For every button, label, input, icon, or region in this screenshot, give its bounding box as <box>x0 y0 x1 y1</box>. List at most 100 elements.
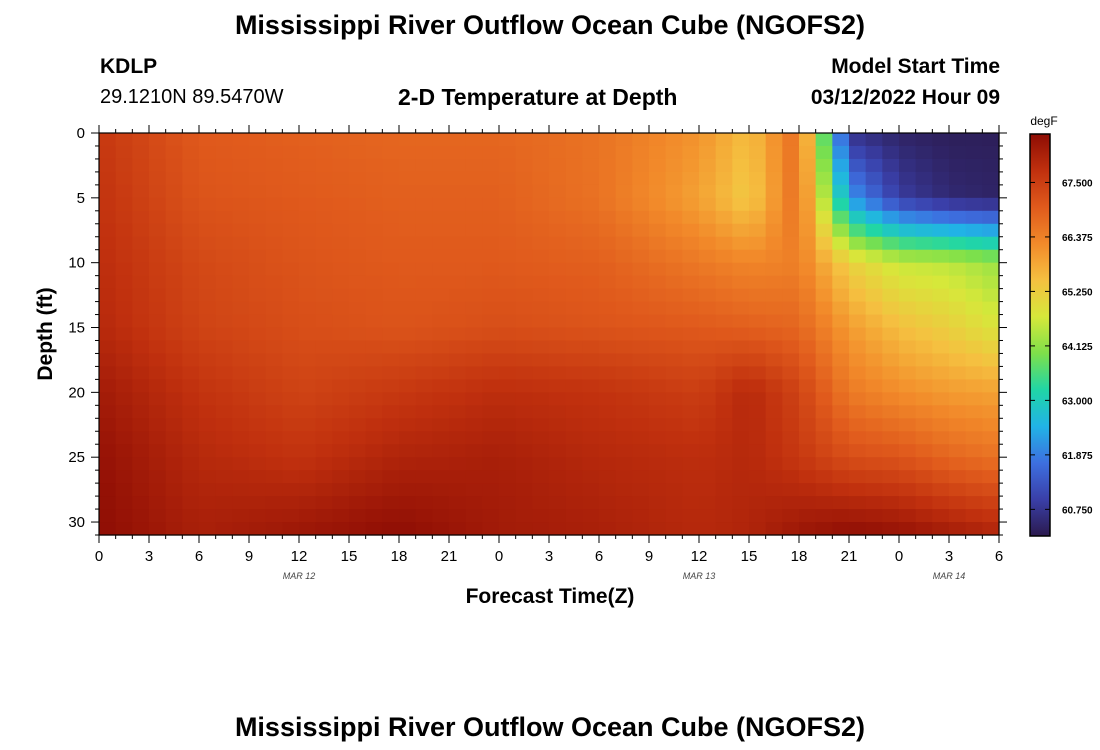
heatmap-cell <box>265 171 283 186</box>
heatmap-cell <box>665 275 683 290</box>
heatmap-cell <box>465 184 483 199</box>
heatmap-cell <box>99 262 117 277</box>
heatmap-cell <box>899 496 917 510</box>
heatmap-cell <box>349 340 367 355</box>
heatmap-cell <box>915 171 933 186</box>
heatmap-cell <box>532 483 550 497</box>
heatmap-cell <box>165 171 183 186</box>
heatmap-cell <box>232 379 250 393</box>
heatmap-cell <box>532 470 550 484</box>
heatmap-cell <box>632 470 650 484</box>
heatmap-cell <box>949 340 967 355</box>
heatmap-cell <box>665 301 683 316</box>
heatmap-cell <box>249 314 267 329</box>
heatmap-cell <box>399 444 417 458</box>
heatmap-cell <box>232 197 250 212</box>
heatmap-cell <box>932 379 950 393</box>
heatmap-cell <box>515 275 533 290</box>
heatmap-cell <box>882 444 900 458</box>
heatmap-cell <box>532 236 550 251</box>
heatmap-cell <box>299 236 317 251</box>
heatmap-cell <box>149 483 167 497</box>
heatmap-cell <box>849 262 867 277</box>
heatmap-cell <box>765 379 783 393</box>
heatmap-cell <box>865 158 883 173</box>
heatmap-cell <box>115 133 133 147</box>
heatmap-cell <box>182 223 200 238</box>
heatmap-cell <box>165 353 183 368</box>
heatmap-cell <box>765 184 783 199</box>
heatmap-cell <box>482 457 500 471</box>
heatmap-cell <box>749 496 767 510</box>
heatmap-cell <box>432 496 450 510</box>
heatmap-cell <box>682 457 700 471</box>
heatmap-cell <box>399 210 417 225</box>
heatmap-cell <box>899 223 917 238</box>
heatmap-cell <box>299 509 317 523</box>
heatmap-cell <box>565 457 583 471</box>
heatmap-cell <box>632 392 650 406</box>
heatmap-cell <box>515 249 533 264</box>
heatmap-cell <box>549 210 567 225</box>
heatmap-cell <box>565 145 583 160</box>
heatmap-cell <box>665 431 683 445</box>
heatmap-cell <box>249 431 267 445</box>
heatmap-cell <box>415 483 433 497</box>
heatmap-cell <box>765 353 783 368</box>
heatmap-cell <box>849 379 867 393</box>
heatmap-cell <box>182 340 200 355</box>
heatmap-cell <box>382 483 400 497</box>
heatmap-cell <box>882 379 900 393</box>
heatmap-cell <box>599 158 617 173</box>
heatmap-cell <box>832 483 850 497</box>
heatmap-cell <box>915 262 933 277</box>
heatmap-cell <box>482 158 500 173</box>
heatmap-cell <box>115 184 133 199</box>
heatmap-cell <box>899 197 917 212</box>
heatmap-cell <box>232 262 250 277</box>
heatmap-cell <box>449 275 467 290</box>
heatmap-cell <box>949 327 967 342</box>
heatmap-cell <box>165 210 183 225</box>
heatmap-cell <box>549 470 567 484</box>
heatmap-cell <box>249 470 267 484</box>
heatmap-cell <box>332 444 350 458</box>
heatmap-cell <box>299 431 317 445</box>
heatmap-cell <box>932 262 950 277</box>
heatmap-cell <box>915 288 933 303</box>
heatmap-cell <box>299 457 317 471</box>
heatmap-cell <box>832 288 850 303</box>
heatmap-cell <box>565 262 583 277</box>
heatmap-cell <box>465 327 483 342</box>
heatmap-cell <box>349 444 367 458</box>
heatmap-cell <box>699 483 717 497</box>
heatmap-cell <box>599 392 617 406</box>
heatmap-cell <box>182 210 200 225</box>
heatmap-cell <box>365 262 383 277</box>
heatmap-cell <box>882 210 900 225</box>
heatmap-cell <box>732 145 750 160</box>
heatmap-cell <box>949 314 967 329</box>
heatmap-cell <box>332 327 350 342</box>
heatmap-cell <box>815 223 833 238</box>
heatmap-cell <box>615 145 633 160</box>
heatmap-cell <box>882 223 900 238</box>
heatmap-cell <box>582 288 600 303</box>
heatmap-cell <box>832 327 850 342</box>
heatmap-cell <box>265 444 283 458</box>
heatmap-cell <box>865 236 883 251</box>
heatmap-cell <box>899 133 917 147</box>
heatmap-cell <box>549 444 567 458</box>
heatmap-cell <box>915 431 933 445</box>
heatmap-cell <box>965 405 983 419</box>
heatmap-cell <box>515 314 533 329</box>
heatmap-cell <box>315 509 333 523</box>
heatmap-cell <box>715 418 733 432</box>
heatmap-cell <box>132 522 150 536</box>
heatmap-cell <box>732 457 750 471</box>
heatmap-cell <box>882 470 900 484</box>
heatmap-cell <box>632 405 650 419</box>
heatmap-cell <box>899 444 917 458</box>
heatmap-cell <box>549 133 567 147</box>
